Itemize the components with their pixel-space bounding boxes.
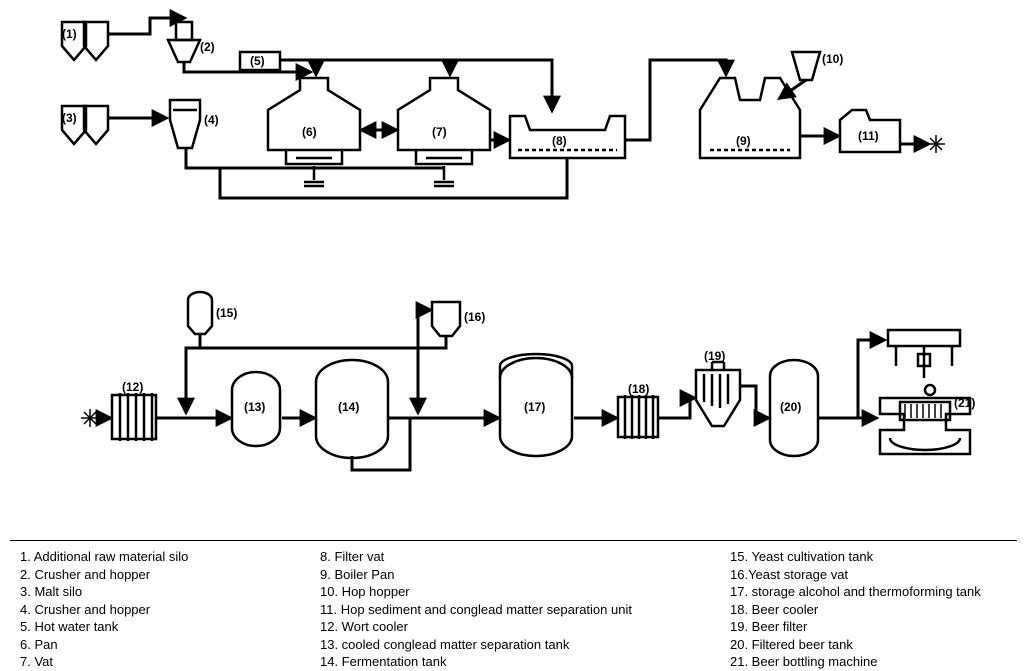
- legend-item: 1. Additional raw material silo: [20, 548, 320, 566]
- legend-item: 19. Beer filter: [730, 618, 1007, 636]
- label-n5: (5): [250, 54, 265, 68]
- legend-item: 15. Yeast cultivation tank: [730, 548, 1007, 566]
- label-n16: (16): [464, 310, 485, 324]
- label-n1: (1): [62, 27, 77, 41]
- label-n7: (7): [432, 125, 447, 139]
- label-n12: (12): [122, 380, 143, 394]
- label-n2: (2): [200, 40, 215, 54]
- label-n13: (13): [244, 400, 265, 414]
- label-n10: (10): [822, 52, 843, 66]
- legend-item: 16.Yeast storage vat: [730, 566, 1007, 584]
- label-n6: (6): [302, 125, 317, 139]
- legend-item: 17. storage alcohol and thermoforming ta…: [730, 583, 1007, 601]
- label-n20: (20): [780, 400, 801, 414]
- label-n17: (17): [524, 400, 545, 414]
- legend-item: 12. Wort cooler: [320, 618, 730, 636]
- legend-item: 6. Pan: [20, 636, 320, 654]
- legend-item: 14. Fermentation tank: [320, 653, 730, 671]
- legend-item: 3. Malt silo: [20, 583, 320, 601]
- legend-item: 4. Crusher and hopper: [20, 601, 320, 619]
- legend-item: 8. Filter vat: [320, 548, 730, 566]
- flow-diagram-svg: [0, 0, 1027, 540]
- label-n19: (19): [704, 349, 725, 363]
- label-n15: (15): [216, 306, 237, 320]
- label-n14: (14): [338, 400, 359, 414]
- label-n3: (3): [62, 111, 77, 125]
- label-n11: (11): [858, 129, 879, 143]
- legend-item: 5. Hot water tank: [20, 618, 320, 636]
- label-n18: (18): [628, 382, 649, 396]
- legend-item: 20. Filtered beer tank: [730, 636, 1007, 654]
- legend-divider: [10, 540, 1017, 541]
- legend-item: 10. Hop hopper: [320, 583, 730, 601]
- legend-item: 11. Hop sediment and conglead matter sep…: [320, 601, 730, 619]
- label-n4: (4): [204, 113, 219, 127]
- legend-item: 18. Beer cooler: [730, 601, 1007, 619]
- label-n9: (9): [736, 134, 751, 148]
- legend-col-3: 15. Yeast cultivation tank 16.Yeast stor…: [730, 548, 1007, 671]
- diagram-page: (1) (2) (3) (4) (5) (6) (7) (8) (9) (10)…: [0, 0, 1027, 665]
- legend-item: 21. Beer bottling machine: [730, 653, 1007, 671]
- legend-item: 7. Vat: [20, 653, 320, 671]
- legend-col-1: 1. Additional raw material silo 2. Crush…: [20, 548, 320, 671]
- legend-item: 9. Boiler Pan: [320, 566, 730, 584]
- legend-item: 13. cooled conglead matter separation ta…: [320, 636, 730, 654]
- label-n8: (8): [552, 134, 567, 148]
- legend: 1. Additional raw material silo 2. Crush…: [20, 548, 1007, 671]
- label-n21: (21): [954, 396, 975, 410]
- legend-col-2: 8. Filter vat 9. Boiler Pan 10. Hop hopp…: [320, 548, 730, 671]
- legend-item: 2. Crusher and hopper: [20, 566, 320, 584]
